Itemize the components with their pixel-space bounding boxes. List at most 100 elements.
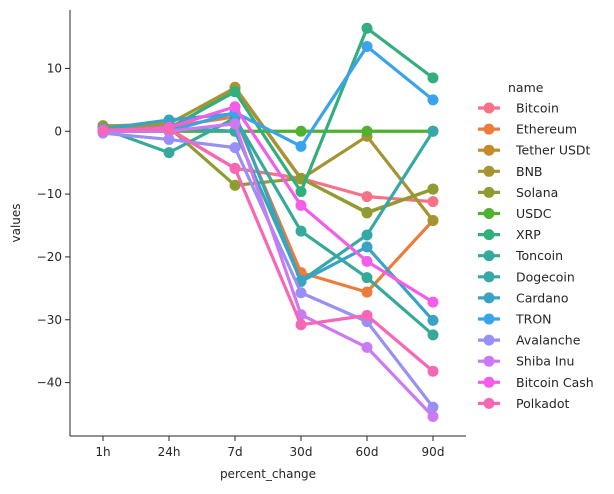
data-point	[163, 123, 175, 135]
data-point	[427, 314, 439, 326]
data-point	[97, 124, 109, 136]
legend-item: Dogecoin	[478, 269, 575, 284]
data-point	[229, 142, 241, 154]
legend-swatch-marker	[483, 376, 495, 388]
legend-label: Bitcoin Cash	[516, 375, 594, 390]
legend-item: USDC	[478, 206, 552, 221]
series-line	[101, 112, 435, 322]
series-line	[101, 126, 435, 283]
y-axis-label: values	[9, 203, 23, 242]
legend-label: BNB	[516, 164, 543, 179]
data-point	[163, 147, 175, 159]
data-point	[427, 72, 439, 84]
x-tick-label: 90d	[422, 445, 445, 459]
legend-swatch-marker	[483, 334, 495, 346]
data-point	[427, 411, 439, 423]
data-point	[361, 241, 373, 253]
y-tick-label: 10	[47, 61, 62, 75]
legend-swatch-marker	[483, 229, 495, 241]
legend-swatch-marker	[483, 250, 495, 262]
series-line	[101, 116, 435, 337]
legend-swatch-marker	[483, 355, 495, 367]
series-toncoin	[97, 112, 439, 341]
series-polkadot	[97, 123, 439, 377]
data-point	[295, 140, 307, 152]
legend-item: XRP	[478, 227, 541, 242]
legend-item: Cardano	[478, 290, 568, 305]
data-point	[229, 86, 241, 98]
data-point	[427, 401, 439, 413]
data-point	[361, 206, 373, 218]
data-point	[427, 183, 439, 195]
legend-label: USDC	[516, 206, 552, 221]
legend-swatch-marker	[483, 144, 495, 156]
legend-swatch-marker	[483, 292, 495, 304]
legend-label: Ethereum	[516, 122, 577, 137]
data-point	[427, 196, 439, 208]
data-point	[361, 341, 373, 353]
x-axis-label: percent_change	[220, 467, 316, 481]
x-tick-label: 30d	[290, 445, 313, 459]
data-point	[361, 22, 373, 34]
data-point	[295, 186, 307, 198]
y-tick-label: −20	[37, 250, 62, 264]
legend-label: Toncoin	[515, 248, 563, 263]
data-point	[427, 94, 439, 106]
legend-item: Polkadot	[478, 396, 569, 411]
data-point	[427, 365, 439, 377]
data-point	[295, 125, 307, 137]
data-point	[295, 225, 307, 237]
legend: name Bitcoin Ethereum Tether USDt BNB Solana…	[478, 80, 594, 411]
y-tick-label: −10	[37, 187, 62, 201]
data-point	[361, 125, 373, 137]
y-tick-label: −30	[37, 313, 62, 327]
x-tick-label: 7d	[227, 445, 242, 459]
legend-item: Ethereum	[478, 122, 577, 137]
legend-item: Shiba Inu	[478, 354, 574, 369]
legend-item: BNB	[478, 164, 543, 179]
data-point	[361, 286, 373, 298]
data-point	[361, 309, 373, 321]
series-line	[101, 127, 435, 373]
legend-item: Solana	[478, 185, 558, 200]
legend-label: Dogecoin	[516, 269, 575, 284]
series-layer	[97, 22, 439, 423]
series-line	[101, 122, 435, 419]
legend-item: Bitcoin Cash	[478, 375, 594, 390]
legend-label: Tether USDt	[515, 143, 591, 158]
legend-title: name	[508, 80, 544, 95]
legend-label: Bitcoin	[516, 101, 559, 116]
legend-label: Cardano	[516, 290, 568, 305]
legend-swatch-marker	[483, 165, 495, 177]
data-point	[295, 287, 307, 299]
legend-label: Polkadot	[516, 396, 569, 411]
x-tick-label: 1h	[95, 445, 110, 459]
data-point	[163, 133, 175, 145]
legend-swatch-marker	[483, 271, 495, 283]
data-point	[361, 229, 373, 241]
data-point	[361, 255, 373, 267]
legend-item: Bitcoin	[478, 101, 559, 116]
data-point	[427, 329, 439, 341]
series-line	[101, 26, 435, 194]
x-tick-label: 24h	[158, 445, 181, 459]
legend-label: Avalanche	[516, 333, 581, 348]
axes	[69, 10, 466, 437]
legend-label: TRON	[515, 312, 552, 327]
legend-item: Avalanche	[478, 333, 581, 348]
legend-swatch-marker	[483, 102, 495, 114]
legend-label: Shiba Inu	[516, 354, 574, 369]
legend-swatch-marker	[483, 397, 495, 409]
legend-swatch-marker	[483, 123, 495, 135]
data-point	[361, 40, 373, 52]
data-point	[229, 101, 241, 113]
legend-item: Tether USDt	[478, 143, 591, 158]
series-dogecoin	[97, 122, 439, 287]
x-tick-label: 60d	[356, 445, 379, 459]
legend-swatch-marker	[483, 208, 495, 219]
data-point	[361, 191, 373, 203]
data-point	[229, 118, 241, 130]
data-point	[163, 114, 175, 126]
y-ticks: 10 0 −10 −20 −30 −40	[37, 61, 70, 390]
legend-item: Toncoin	[478, 248, 563, 263]
